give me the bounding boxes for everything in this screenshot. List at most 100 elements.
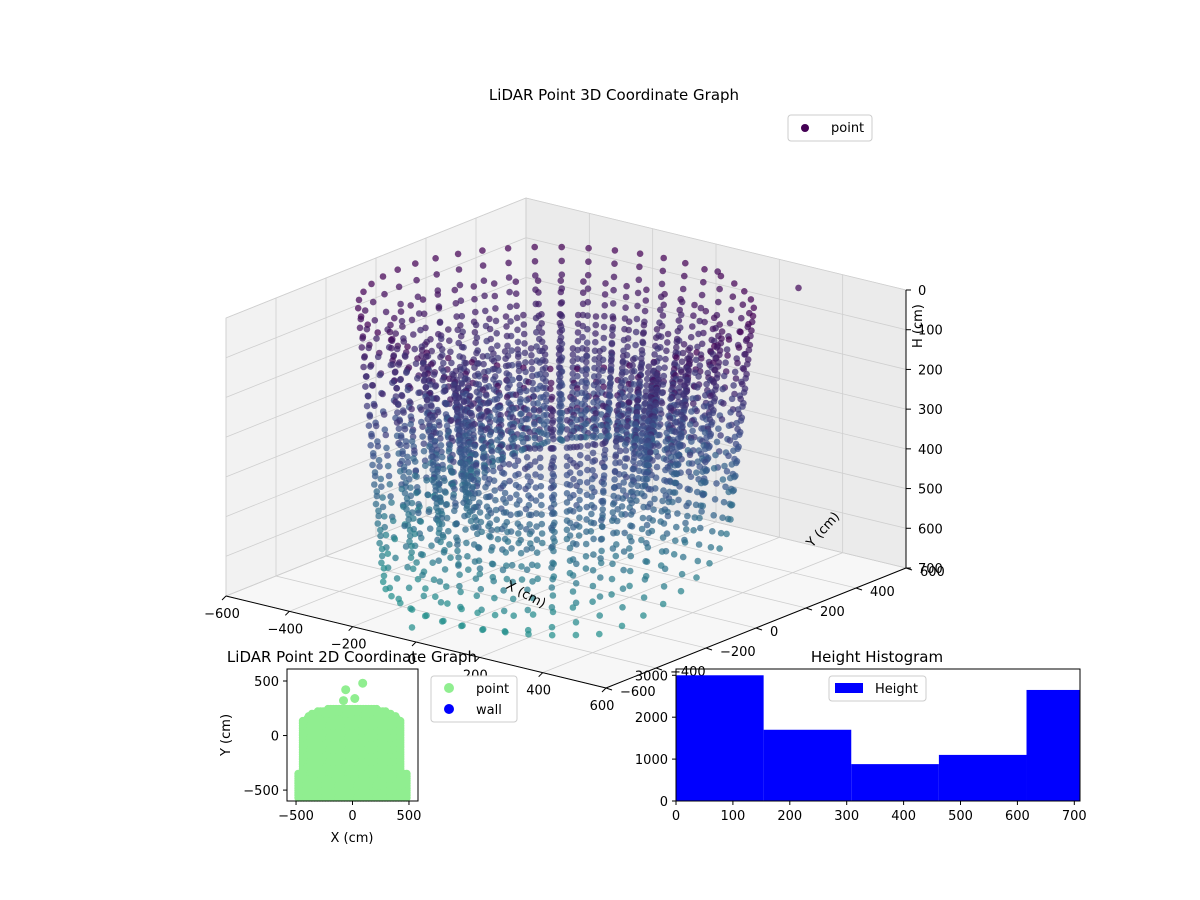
3d-ztick-label: 100 bbox=[918, 324, 943, 339]
3d-point bbox=[672, 537, 679, 544]
3d-point bbox=[556, 429, 564, 436]
3d-point bbox=[589, 467, 596, 474]
3d-point bbox=[660, 487, 667, 494]
3d-point bbox=[532, 471, 539, 478]
3d-point bbox=[574, 337, 582, 345]
3d-point bbox=[534, 575, 541, 583]
3d-point bbox=[532, 314, 540, 322]
3d-point bbox=[411, 450, 418, 457]
3d-point bbox=[688, 460, 696, 467]
3d-point bbox=[619, 604, 626, 611]
3d-point bbox=[584, 442, 592, 449]
3d-point bbox=[738, 314, 745, 322]
3d-point bbox=[471, 295, 478, 303]
3d-point bbox=[573, 434, 580, 441]
3d-point bbox=[454, 547, 461, 555]
3d-point bbox=[682, 259, 689, 267]
3d-xtick-label: −400 bbox=[267, 622, 303, 637]
3d-point bbox=[379, 390, 386, 398]
3d-point bbox=[391, 369, 399, 376]
3d-point bbox=[611, 247, 619, 254]
3d-point bbox=[634, 397, 641, 405]
3d-point bbox=[365, 344, 373, 352]
3d-point bbox=[588, 493, 596, 500]
3d-point bbox=[741, 351, 748, 358]
3d-point bbox=[556, 328, 564, 336]
3d-point bbox=[669, 498, 676, 506]
3d-point bbox=[744, 360, 751, 368]
3d-point bbox=[574, 372, 581, 380]
3d-point bbox=[381, 290, 388, 298]
3d-point bbox=[710, 314, 718, 322]
3d-point bbox=[380, 565, 388, 572]
3d-point bbox=[479, 353, 487, 360]
3d-point bbox=[528, 358, 535, 366]
2d-legend-marker-wall bbox=[444, 704, 454, 714]
histogram-title: Height Histogram bbox=[811, 648, 943, 666]
3d-point bbox=[419, 365, 427, 372]
3d-point bbox=[502, 499, 510, 507]
3d-xtick bbox=[221, 595, 227, 601]
3d-point bbox=[573, 560, 580, 568]
3d-point bbox=[401, 522, 408, 530]
3d-point bbox=[486, 315, 493, 323]
3d-xtick bbox=[411, 641, 417, 647]
3d-point bbox=[563, 407, 571, 415]
histogram-xtick-label: 300 bbox=[834, 809, 859, 824]
3d-point bbox=[468, 485, 476, 492]
3d-point bbox=[699, 491, 707, 499]
3d-point bbox=[647, 486, 655, 493]
3d-point bbox=[437, 335, 445, 343]
2d-xtick-label: −500 bbox=[278, 809, 314, 824]
3d-point bbox=[369, 382, 377, 389]
3d-point bbox=[558, 271, 566, 279]
3d-point bbox=[731, 368, 739, 376]
3d-point bbox=[393, 419, 401, 426]
3d-points bbox=[354, 243, 802, 639]
3d-point bbox=[660, 254, 667, 262]
3d-point bbox=[403, 506, 410, 513]
3d-point bbox=[529, 386, 537, 394]
3d-point bbox=[517, 523, 524, 531]
3d-point bbox=[482, 483, 489, 491]
3d-point bbox=[492, 506, 500, 514]
3d-point bbox=[599, 367, 606, 375]
3d-point bbox=[392, 554, 399, 562]
3d-point bbox=[592, 330, 599, 337]
3d-point bbox=[548, 510, 556, 518]
3d-point bbox=[387, 361, 395, 369]
3d-point bbox=[430, 371, 438, 378]
3d-point bbox=[531, 420, 538, 428]
3d-point bbox=[361, 307, 369, 314]
3d-point bbox=[481, 469, 489, 477]
3d-point bbox=[727, 409, 734, 416]
3d-point bbox=[639, 483, 646, 490]
3d-point bbox=[467, 517, 475, 525]
3d-point bbox=[655, 442, 662, 450]
3d-point bbox=[730, 447, 737, 455]
3d-point bbox=[549, 419, 556, 427]
3d-point bbox=[612, 453, 619, 460]
3d-point bbox=[406, 532, 414, 540]
3d-point bbox=[579, 289, 587, 297]
3d-point bbox=[372, 500, 380, 508]
3d-point bbox=[483, 337, 491, 345]
3d-point bbox=[470, 524, 477, 531]
3d-point bbox=[442, 489, 449, 496]
3d-ytick bbox=[655, 667, 663, 671]
3d-point bbox=[464, 376, 472, 384]
3d-point bbox=[436, 430, 444, 437]
3d-point bbox=[689, 323, 696, 330]
3d-point bbox=[749, 312, 757, 320]
3d-point bbox=[616, 395, 624, 403]
3d-point bbox=[446, 337, 453, 345]
3d-point bbox=[415, 389, 422, 397]
3d-point bbox=[601, 291, 609, 298]
3d-point bbox=[405, 584, 413, 592]
3d-point bbox=[542, 378, 550, 385]
3d-point bbox=[437, 353, 444, 361]
3d-point bbox=[634, 289, 642, 297]
3d-point bbox=[642, 475, 650, 483]
3d-grid-z bbox=[225, 277, 907, 398]
3d-point bbox=[563, 471, 571, 479]
